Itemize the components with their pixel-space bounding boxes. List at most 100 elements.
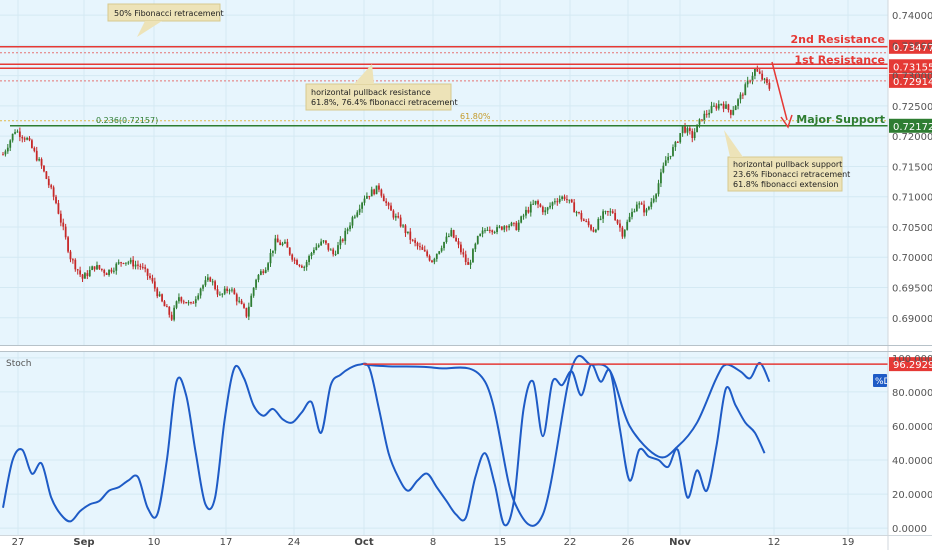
candle-body [100,268,103,271]
candle-body [491,230,494,233]
candle-body [120,262,122,264]
candle-body [515,222,518,231]
candle-body [566,199,568,201]
resistance-callout-tail [354,64,374,84]
candle-body [346,229,349,231]
candle-body [115,263,118,271]
candle-body [310,252,313,256]
candle-body [604,211,607,213]
candle-body [298,264,301,266]
candle-body [156,288,159,297]
candle-body [344,230,347,242]
candle-body [619,223,621,228]
forecast-arrow-line [771,61,788,121]
candle-body [366,195,368,199]
osc-axis-tick: 100.0000 [892,354,932,365]
candle-body [534,200,537,204]
time-axis-tick: 24 [288,537,301,548]
candle-body [493,232,496,234]
candle-body [211,281,214,283]
time-axis-tick: 22 [564,537,577,548]
candle-body [59,213,62,223]
osc-axis-tick: 40.0000 [892,456,932,467]
candle-body [45,171,48,179]
resistance-callout-line: horizontal pullback resistance [311,88,431,97]
candle-body [660,172,662,184]
candle-body [520,216,523,223]
candle-body [47,178,50,186]
candle-body [4,151,7,155]
candle-body [460,244,462,253]
candle-body [404,225,407,234]
candle-body [713,105,715,107]
candle-body [546,207,549,211]
candle-body [390,205,392,211]
candle-body [734,105,737,111]
candle-body [749,80,751,82]
candle-body [315,246,318,250]
candle-body [662,165,665,173]
candle-body [676,141,679,143]
candle-body [674,141,677,148]
candle-body [701,119,703,121]
candle-body [173,307,176,320]
candle-body [67,237,69,252]
candle-body [52,187,55,197]
candle-body [469,262,472,265]
candle-body [621,227,624,237]
candle-body [590,225,592,230]
candle-body [62,222,65,227]
candle-body [35,150,38,161]
candle-body [522,215,525,217]
candle-body [153,281,156,289]
candle-body [308,255,310,263]
candle-body [238,300,241,302]
candle-body [525,209,527,216]
candle-body [419,246,421,248]
candle-body [33,147,36,151]
candle-body [158,294,161,297]
percent-d-badge [873,374,887,387]
candle-body [561,196,564,199]
candle-body [204,280,207,286]
candle-body [57,203,60,214]
candle-body [293,259,296,261]
price-axis-tick: 0.73500 [892,41,932,52]
osc-axis-tick: 0.0000 [892,524,927,535]
candle-body [638,203,641,205]
candle-body [358,208,361,213]
price-axis-tick: 0.73000 [892,72,932,83]
candle-body [698,119,701,125]
candle-body [488,229,491,231]
candle-body [219,294,221,296]
candle-body [573,202,576,213]
price-axis-tick: 0.70000 [892,253,932,264]
candle-body [382,195,385,202]
price-axis-tick: 0.71500 [892,162,932,173]
candle-body [88,269,91,277]
candle-body [103,270,106,274]
candle-body [741,94,744,96]
candle-body [250,295,253,307]
resistance-callout-box [305,83,452,111]
candle-body [110,269,113,272]
candle-body [657,183,660,195]
candle-body [134,264,137,267]
candle-body [233,289,236,295]
candle-body [291,254,294,260]
candle-body [161,294,163,302]
candle-body [378,185,380,190]
level-value-label: 0.72914 [893,77,932,88]
candle-body [296,260,298,265]
candle-body [370,189,373,197]
candle-body [341,239,344,242]
candle-body [474,243,477,250]
candle-body [247,306,250,317]
candle-body [129,259,132,263]
candle-body [163,301,166,307]
time-axis-tick: 17 [220,537,233,548]
candle-body [392,210,395,218]
candle-body [175,301,178,308]
candle-body [394,216,397,218]
